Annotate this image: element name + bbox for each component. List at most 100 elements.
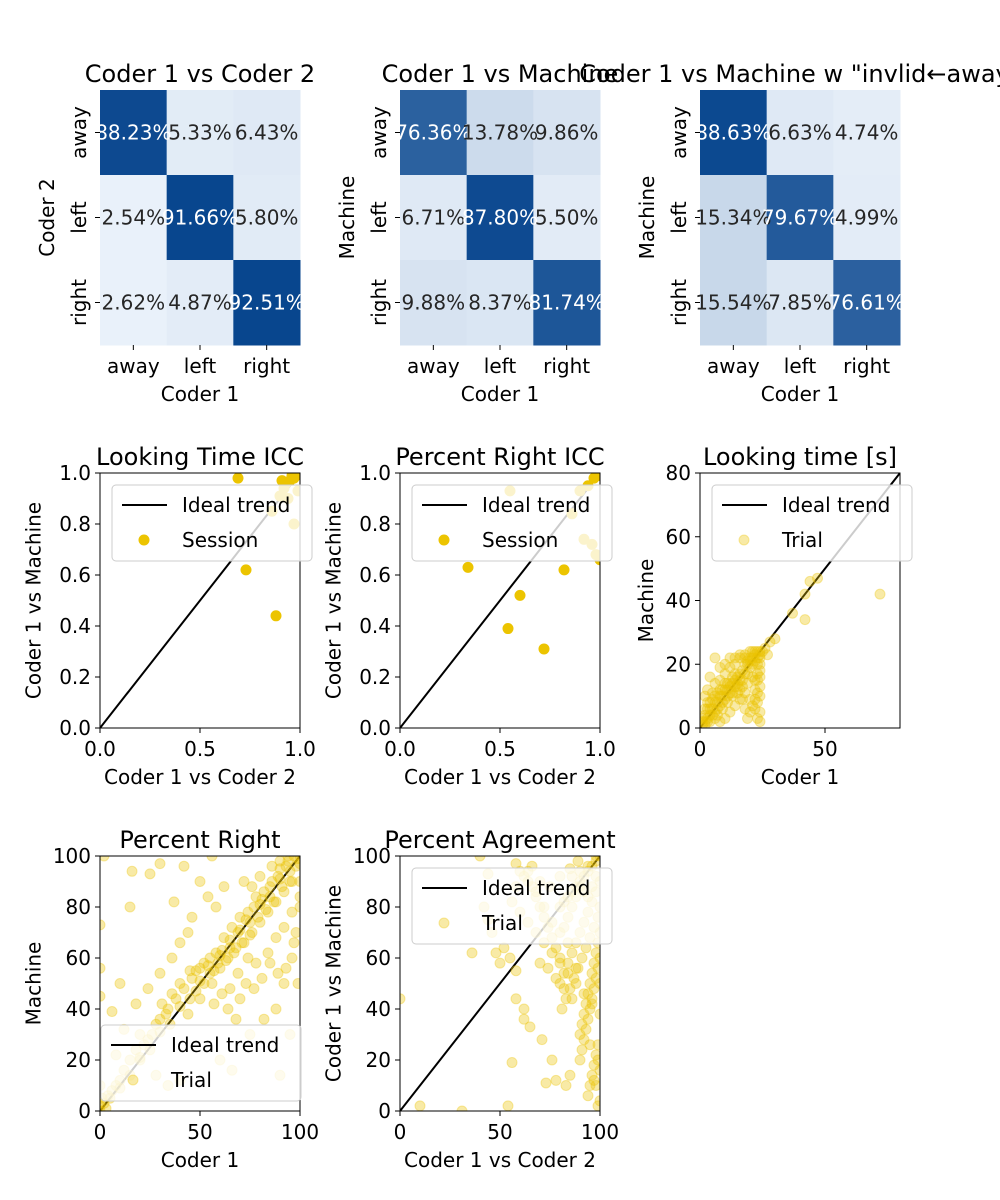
- heatmap-cell: [233, 90, 301, 176]
- cell-label: 81.74%: [529, 291, 605, 315]
- scatter-point: [724, 652, 736, 664]
- cell-label: 13.78%: [462, 121, 538, 145]
- scatter-point: [592, 1054, 600, 1066]
- scatter-point: [752, 652, 763, 664]
- scatter-point: [734, 693, 746, 705]
- scatter-point: [724, 661, 736, 673]
- scatter-point: [742, 658, 753, 670]
- cell-label: 6.71%: [402, 206, 466, 230]
- scatter-point: [707, 703, 718, 715]
- scatter-point: [729, 652, 741, 664]
- scatter-point: [700, 703, 711, 715]
- cell-label: 92.51%: [229, 291, 305, 315]
- scatter-point: [590, 1049, 600, 1061]
- panel-title: Percent Right ICC: [395, 443, 604, 471]
- heatmap-cell: [766, 175, 834, 261]
- panel-title: Coder 1 vs Coder 2: [85, 60, 315, 88]
- scatter-point: [590, 856, 600, 862]
- scatter-point: [204, 952, 216, 964]
- scatter-point: [202, 960, 214, 972]
- scatter-point: [749, 703, 761, 715]
- scatter-point: [702, 712, 713, 724]
- panel-7: Percent Right 0 50 100 0 20 40 60 80 100 Coder 1 Ma…: [22, 826, 320, 1172]
- scatter-point: [752, 668, 763, 680]
- scatter-point: [702, 684, 713, 696]
- scatter-point: [704, 697, 716, 708]
- scatter-point: [554, 978, 566, 989]
- scatter-point: [524, 1021, 536, 1033]
- y-tick-label: left: [67, 201, 91, 234]
- panel-title: Percent Agreement: [384, 826, 615, 854]
- scatter-point: [594, 952, 600, 964]
- scatter-point: [724, 706, 736, 718]
- y-tick-label: right: [67, 279, 91, 326]
- scatter-point: [282, 856, 294, 862]
- scatter-point: [540, 1077, 552, 1089]
- x-axis-label: Coder 1 vs Coder 2: [404, 765, 596, 789]
- scatter-point: [194, 962, 206, 974]
- y-tick-label: 0.6: [359, 563, 391, 587]
- scatter-point: [739, 658, 751, 670]
- scatter-point: [546, 947, 558, 959]
- scatter-point: [564, 983, 576, 995]
- scatter-point: [578, 988, 590, 1000]
- scatter-point: [270, 1003, 282, 1015]
- scatter-point: [126, 865, 138, 877]
- y-tick-label: left: [367, 201, 391, 234]
- scatter-point: [707, 687, 718, 699]
- scatter-point: [184, 965, 196, 977]
- scatter-point: [749, 649, 761, 661]
- scatter-point: [186, 972, 198, 984]
- x-axis-label: Coder 1: [161, 382, 240, 406]
- scatter-point: [232, 927, 244, 938]
- scatter-point: [220, 955, 232, 967]
- y-tick-label: 1.0: [59, 461, 91, 485]
- scatter-point: [754, 671, 766, 683]
- scatter-point: [280, 962, 292, 974]
- y-tick-label: 100: [53, 844, 91, 868]
- scatter-point: [566, 993, 578, 1005]
- scatter-point: [722, 684, 733, 696]
- scatter-point: [234, 911, 246, 923]
- y-axis-label: Machine: [335, 176, 359, 260]
- scatter-point: [722, 677, 733, 689]
- scatter-point: [714, 716, 726, 728]
- scatter-point: [734, 652, 746, 664]
- y-tick-label: 100: [353, 844, 391, 868]
- y-axis-label: Coder 1 vs Machine: [322, 885, 346, 1082]
- scatter-point: [717, 690, 728, 702]
- x-axis-label: Coder 1 vs Coder 2: [404, 1148, 596, 1172]
- scatter-point: [568, 972, 580, 984]
- panel-title: Coder 1 vs Machine w "invlid←away": [579, 60, 1000, 88]
- y-tick-label: 80: [366, 895, 391, 919]
- scatter-point: [799, 614, 811, 626]
- scatter-point: [232, 967, 244, 979]
- scatter-point: [202, 891, 214, 903]
- heatmap-cell: [166, 90, 234, 176]
- y-tick-label: 80: [66, 895, 91, 919]
- y-tick-label: 80: [666, 461, 691, 485]
- scatter-point: [744, 655, 756, 667]
- scatter-point: [206, 856, 218, 862]
- scatter-point: [584, 1003, 596, 1015]
- scatter-point: [700, 716, 711, 728]
- x-tick-label: left: [784, 354, 817, 378]
- x-tick-label: 0: [394, 1120, 407, 1144]
- x-axis-label: Coder 1: [161, 1148, 240, 1172]
- heatmap-cell: [400, 175, 468, 261]
- heatmap-cell: [833, 90, 901, 176]
- scatter-point: [246, 927, 258, 938]
- scatter-point: [582, 1013, 594, 1025]
- legend-entry-points: Trial: [481, 911, 523, 935]
- panel-4: Looking Time ICC 0.0 0.5 1.0 0.0 0.2 0.4 0.6 0.8…: [22, 443, 316, 789]
- legend-marker-swatch: [127, 1074, 139, 1086]
- scatter-point: [546, 1054, 558, 1066]
- scatter-point: [278, 921, 290, 933]
- scatter-point: [254, 916, 266, 928]
- scatter-point: [466, 947, 478, 959]
- scatter-point: [550, 1074, 562, 1086]
- scatter-point: [752, 674, 763, 686]
- y-tick-label: 0.4: [359, 614, 391, 638]
- scatter-point: [190, 965, 202, 977]
- y-tick-label: 60: [366, 946, 391, 970]
